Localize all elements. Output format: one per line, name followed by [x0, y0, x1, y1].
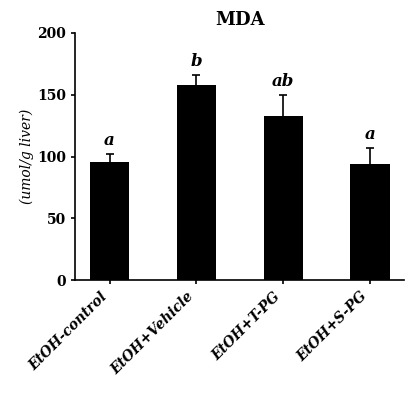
Y-axis label: (umol/g liver): (umol/g liver) — [20, 109, 34, 204]
Bar — [90, 162, 129, 280]
Bar — [350, 164, 389, 280]
Text: ab: ab — [272, 73, 294, 90]
Bar — [264, 116, 303, 280]
Bar — [177, 85, 216, 280]
Text: a: a — [364, 126, 375, 143]
Text: b: b — [191, 53, 202, 70]
Title: MDA: MDA — [215, 11, 265, 28]
Text: a: a — [104, 132, 115, 149]
